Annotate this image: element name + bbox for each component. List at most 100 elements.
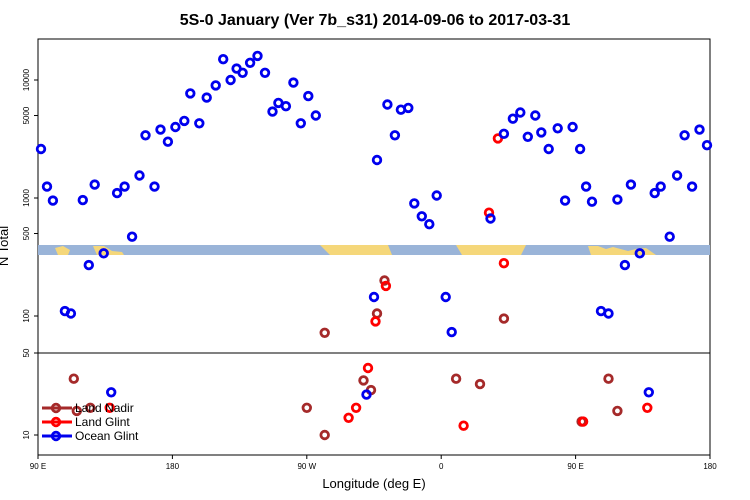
land-australia-east [588,246,656,255]
point-ocean-glint [603,308,614,319]
point-land-nadir [85,402,96,413]
point-land-nadir [71,405,82,417]
point-ocean-glint [267,106,278,117]
point-ocean-glint [586,196,598,207]
point-ocean-glint [536,127,547,138]
point-land-nadir [474,378,486,390]
x-tick-label: 90 E [567,462,583,471]
world-map-strip [38,245,710,255]
land-africa [456,245,526,255]
point-ocean-glint [679,130,690,141]
legend-ocean-glint-marker [50,430,62,442]
point-ocean-glint [83,259,94,271]
point-ocean-glint [424,218,435,230]
point-ocean-glint [237,67,248,78]
point-ocean-glint [35,143,47,155]
point-ocean-glint [194,118,205,129]
point-ocean-glint [149,181,160,192]
point-ocean-glint [498,128,510,139]
point-ocean-glint [686,181,698,192]
x-tick-label: 90 E [30,462,46,471]
chart-title: 5S-0 January (Ver 7b_s31) 2014-09-06 to … [180,12,571,29]
point-ocean-glint [416,211,427,222]
point-ocean-glint [89,179,100,190]
point-ocean-glint [210,80,221,91]
point-ocean-glint [515,107,526,118]
point-ocean-glint [543,143,554,155]
legend-land-nadir-marker [50,402,62,414]
y-tick-label: 10000 [22,68,31,91]
point-land-glint [104,402,115,413]
point-ocean-glint [446,326,457,338]
point-ocean-glint [574,143,586,155]
point-ocean-glint [303,90,314,102]
point-ocean-glint [643,387,654,398]
point-land-nadir [498,313,510,324]
point-ocean-glint [252,50,263,62]
point-ocean-glint [134,170,145,181]
point-land-glint [498,258,510,269]
data-points [35,50,713,441]
x-tick-label: 180 [166,462,180,471]
x-axis: 90 E 180 90 W 0 90 E 180 [30,455,717,471]
point-ocean-glint [179,115,190,127]
point-ocean-glint [259,67,271,78]
point-ocean-glint [612,194,623,205]
legend-item-land-glint: Land Glint [42,415,130,429]
y-tick-label: 500 [22,226,31,240]
x-axis-label: Longitude (deg E) [322,476,425,491]
point-land-glint [642,402,653,413]
point-ocean-glint [225,74,236,86]
point-ocean-glint [155,124,166,135]
point-ocean-glint [119,181,130,192]
point-ocean-glint [485,213,496,224]
point-ocean-glint [382,99,393,110]
legend-item-ocean-glint: Ocean Glint [42,429,139,443]
point-land-glint [362,362,374,374]
point-land-glint [370,316,381,327]
legend-item-land-nadir: Land Nadir [42,401,134,415]
point-ocean-glint [522,131,533,142]
point-ocean-glint [217,54,229,65]
point-ocean-glint [619,259,631,271]
point-ocean-glint [77,194,88,206]
point-land-nadir [379,275,390,286]
point-ocean-glint [65,308,77,319]
point-ocean-glint [201,92,212,103]
point-land-nadir [319,429,330,441]
point-ocean-glint [507,113,519,124]
y-axis-label: N Total [0,226,11,266]
legend-ocean-glint-label: Ocean Glint [75,429,139,443]
point-land-glint [343,412,354,423]
point-ocean-glint [701,139,713,151]
land-south-america [320,245,392,255]
y-axis: 500 1000 5000 10000 50 100 10 [22,68,38,439]
point-ocean-glint [671,170,683,181]
point-ocean-glint [310,110,321,121]
point-land-glint [350,402,362,413]
point-ocean-glint [567,121,578,133]
point-land-nadir [68,373,79,384]
legend-land-nadir-label: Land Nadir [75,401,134,415]
point-land-nadir [450,373,462,384]
point-ocean-glint [625,179,637,190]
point-ocean-glint [162,136,174,147]
point-ocean-glint [664,231,675,242]
point-ocean-glint [361,389,372,400]
legend-land-glint-label: Land Glint [75,415,130,429]
point-land-glint [577,416,589,427]
point-ocean-glint [440,291,451,303]
point-land-nadir [319,327,330,338]
point-ocean-glint [580,181,592,192]
point-ocean-glint [185,88,196,99]
point-ocean-glint [368,291,380,303]
point-ocean-glint [244,57,256,68]
point-land-nadir [612,405,623,417]
point-land-nadir [371,308,383,319]
point-ocean-glint [295,118,306,129]
point-ocean-glint [403,102,414,114]
y-tick-label: 50 [22,348,31,357]
point-ocean-glint [530,110,541,121]
land-south-america-asia [55,246,70,255]
